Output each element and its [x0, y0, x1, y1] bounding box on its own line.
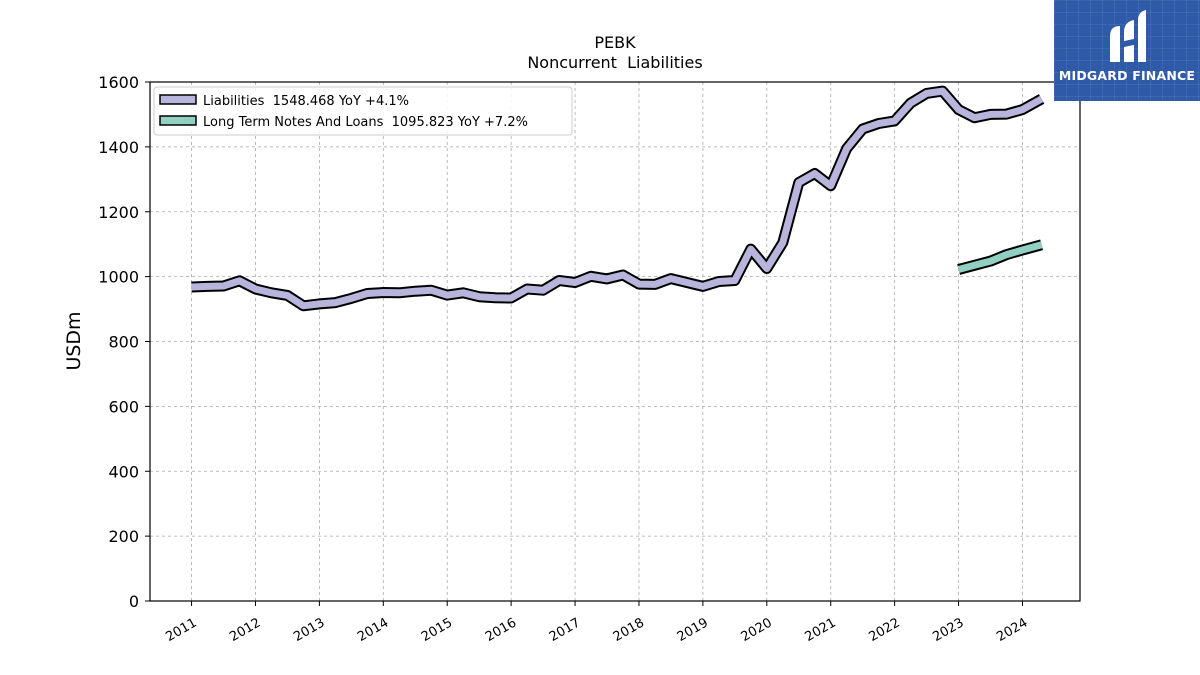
y-axis-label: USDm: [63, 311, 85, 370]
y-tick-label: 600: [108, 397, 139, 416]
x-tick-label: 2014: [355, 615, 391, 645]
y-tick-label: 1200: [98, 203, 139, 222]
chart-title: PEBK: [594, 33, 636, 52]
series-line-1: [957, 241, 1043, 273]
x-tick-label: 2013: [291, 615, 327, 645]
legend-label-long-term-notes: Long Term Notes And Loans 1095.823 YoY +…: [203, 115, 528, 130]
x-tick-label: 2018: [611, 615, 647, 645]
legend-swatch-liabilities: [159, 94, 197, 105]
mf-monogram-icon: [1110, 10, 1146, 62]
y-tick-label: 200: [108, 527, 139, 546]
brand-name: MIDGARD FINANCE: [1058, 68, 1196, 83]
x-tick-label: 2017: [547, 615, 583, 645]
x-tick-label: 2023: [930, 615, 966, 645]
y-tick-label: 1400: [98, 138, 139, 157]
legend-box: [153, 86, 573, 136]
axis-ticks: 0 200 400 600 800 1000 1200 1400 1600 2011 2012 201…: [98, 73, 1030, 645]
x-tick-label: 2011: [163, 615, 199, 645]
x-tick-label: 2021: [803, 615, 839, 645]
x-tick-label: 2015: [419, 615, 455, 645]
series-line-0: [191, 87, 1044, 310]
grid-lines: [150, 82, 1080, 601]
series-group: [191, 85, 1045, 312]
y-tick-label: 0: [129, 592, 139, 611]
legend-swatch-long-term-notes: [159, 115, 197, 126]
x-tick-label: 2016: [483, 615, 519, 645]
chart-subtitle: Noncurrent Liabilities: [527, 53, 702, 72]
x-tick-label: 2020: [739, 615, 775, 645]
y-tick-label: 400: [108, 462, 139, 481]
y-tick-label: 800: [108, 333, 139, 352]
y-tick-label: 1000: [98, 268, 139, 287]
legend-label-liabilities: Liabilities 1548.468 YoY +4.1%: [203, 94, 409, 109]
legend: Liabilities 1548.468 YoY +4.1% Long Term…: [153, 86, 573, 136]
y-tick-label: 1600: [98, 73, 139, 92]
x-tick-label: 2022: [866, 615, 902, 645]
x-tick-label: 2024: [994, 615, 1030, 645]
brand-badge: MIDGARD FINANCE: [1054, 0, 1200, 101]
x-tick-label: 2019: [675, 615, 711, 645]
x-tick-label: 2012: [227, 615, 263, 645]
